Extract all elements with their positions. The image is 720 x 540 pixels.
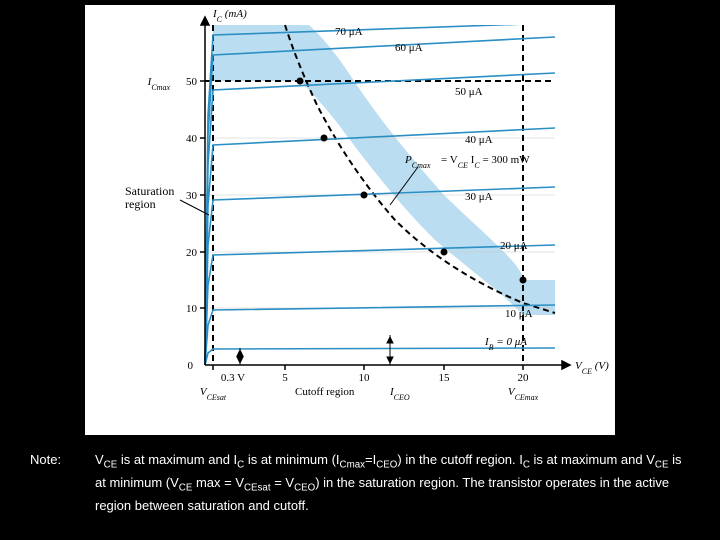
svg-text:30: 30 — [186, 190, 198, 202]
s: Cmax — [340, 460, 365, 471]
cutoff-markers — [237, 335, 393, 365]
chart-container: IC (mA) VCE (V) 0 10 20 30 40 50 ICmax 5… — [85, 5, 615, 435]
svg-text:40: 40 — [186, 133, 198, 145]
svg-text:0: 0 — [188, 360, 194, 372]
note-section: Note: VCE is at maximum and IC is at min… — [30, 450, 690, 516]
svg-text:VCEmax: VCEmax — [508, 386, 539, 402]
note-text: VCE is at maximum and IC is at minimum (… — [95, 450, 690, 516]
svg-text:50: 50 — [186, 76, 198, 88]
s: CE — [179, 483, 193, 494]
t: =I — [365, 452, 376, 467]
svg-text:0.3 V: 0.3 V — [221, 372, 245, 384]
svg-text:50 μA: 50 μA — [455, 86, 483, 98]
svg-text:region: region — [125, 197, 156, 211]
svg-text:70 μA: 70 μA — [335, 26, 363, 38]
curve-0uA — [205, 348, 555, 365]
svg-text:30 μA: 30 μA — [465, 191, 493, 203]
svg-text:ICmax: ICmax — [147, 76, 171, 92]
t: is at maximum and I — [117, 452, 237, 467]
svg-text:ICEO: ICEO — [389, 386, 410, 402]
note-label: Note: — [30, 450, 95, 516]
svg-text:20: 20 — [518, 372, 530, 384]
t: is at minimum (I — [244, 452, 339, 467]
svg-text:IB = 0 μA: IB = 0 μA — [484, 336, 527, 352]
svg-text:60 μA: 60 μA — [395, 42, 423, 54]
svg-text:Cutoff region: Cutoff region — [295, 386, 355, 398]
svg-text:20: 20 — [186, 247, 198, 259]
svg-text:10: 10 — [359, 372, 371, 384]
svg-text:VCE (V): VCE (V) — [575, 360, 609, 376]
svg-text:5: 5 — [282, 372, 288, 384]
t: = V — [271, 475, 295, 490]
svg-text:VCEsat: VCEsat — [200, 386, 227, 402]
s: CEO — [376, 460, 397, 471]
curve-10uA — [205, 305, 555, 365]
svg-text:10 μA: 10 μA — [505, 308, 533, 320]
svg-text:40 μA: 40 μA — [465, 134, 493, 146]
svg-text:15: 15 — [439, 372, 451, 384]
t: is at maximum and V — [530, 452, 655, 467]
s: CEsat — [244, 483, 271, 494]
svg-text:IC (mA): IC (mA) — [212, 8, 247, 24]
t: V — [95, 452, 104, 467]
t: ) in the cutoff region. I — [397, 452, 523, 467]
svg-text:= VCE IC = 300 mW: = VCE IC = 300 mW — [441, 154, 530, 170]
shaded-safe-region — [213, 25, 555, 315]
svg-text:20 μA: 20 μA — [500, 240, 528, 252]
s: CE — [104, 460, 118, 471]
transistor-curves-svg: IC (mA) VCE (V) 0 10 20 30 40 50 ICmax 5… — [85, 5, 615, 435]
t: ) in the saturation region. The transist… — [95, 475, 669, 513]
curve-50uA — [205, 73, 555, 365]
s: CE — [655, 460, 669, 471]
svg-text:Saturation: Saturation — [125, 184, 174, 198]
s: CEO — [294, 483, 315, 494]
s: C — [523, 460, 530, 471]
text-labels: IC (mA) VCE (V) 0 10 20 30 40 50 ICmax 5… — [125, 8, 609, 402]
svg-text:10: 10 — [186, 303, 198, 315]
t: max = V — [192, 475, 244, 490]
